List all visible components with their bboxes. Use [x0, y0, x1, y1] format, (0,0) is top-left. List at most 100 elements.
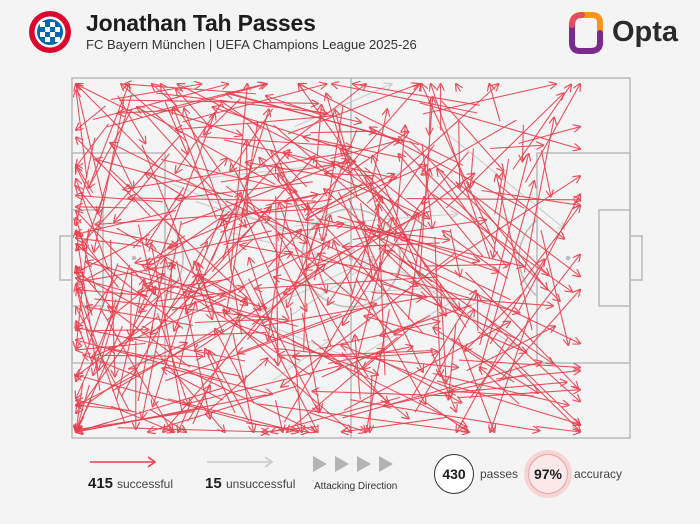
successful-pass-arrow [173, 107, 217, 220]
successful-pass-arrow [76, 84, 160, 169]
successful-pass-arrow [178, 400, 193, 432]
successful-pass-arrow [240, 245, 417, 279]
successful-pass-arrow [479, 154, 529, 346]
successful-pass-arrow [182, 84, 327, 123]
successful-pass-arrow [194, 319, 269, 322]
successful-pass-arrow [171, 263, 172, 300]
successful-pass-arrow [429, 349, 457, 411]
successful-pass-arrow [456, 84, 461, 92]
successful-pass-arrow [337, 215, 479, 261]
successful-pass-arrow [409, 140, 549, 275]
successful-pass-arrow [109, 348, 241, 377]
successful-pass-arrow [117, 427, 268, 432]
successful-pass-arrow [341, 352, 388, 404]
successful-pass-arrow [398, 257, 553, 363]
successful-pass-arrow [98, 94, 133, 214]
successful-pass-arrow [155, 92, 327, 113]
successful-pass-arrow [137, 107, 276, 185]
successful-pass-arrow [225, 185, 307, 243]
successful-pass-arrow [238, 313, 342, 353]
successful-pass-arrow [114, 153, 170, 222]
successful-pass-arrow [152, 84, 178, 107]
successful-pass-arrow [76, 84, 104, 202]
legend: 415 successful 15 unsuccessful Attacking… [0, 448, 700, 508]
header: Jonathan Tah Passes FC Bayern München | … [0, 0, 700, 64]
successful-pass-arrow [363, 320, 419, 369]
successful-pass-arrow [437, 169, 508, 269]
successful-pass-arrow [215, 329, 255, 404]
successful-pass-arrow [76, 375, 262, 427]
successful-pass-arrow [372, 156, 418, 265]
successful-pass-arrow [464, 185, 547, 290]
successful-pass-arrow [209, 351, 250, 422]
successful-pass-arrow [111, 143, 133, 188]
successful-pass-arrow [198, 275, 249, 301]
successful-arrow-icon [90, 456, 157, 468]
successful-pass-arrow [484, 316, 580, 402]
successful-pass-arrow [439, 382, 567, 395]
successful-pass-arrow [470, 148, 473, 188]
successful-pass-arrow [258, 403, 469, 432]
successful-pass-arrow [76, 266, 111, 285]
successful-pass-arrow [76, 408, 199, 432]
successful-pass-arrow [448, 323, 457, 399]
successful-pass-arrow [271, 151, 308, 188]
successful-pass-arrow [309, 412, 366, 432]
successful-pass-arrow [240, 84, 366, 181]
successful-pass-arrow [116, 227, 248, 305]
passes-label: passes [480, 467, 519, 481]
successful-pass-arrow [481, 189, 581, 206]
successful-pass-arrow [221, 101, 262, 130]
accuracy-label: accuracy [574, 467, 623, 481]
successful-pass-arrow [432, 372, 569, 405]
successful-pass-arrow [335, 110, 352, 168]
fc-bayern-logo [29, 11, 71, 53]
successful-pass-arrow [324, 189, 468, 318]
successful-pass-arrow [88, 84, 129, 189]
successful-pass-arrow [76, 328, 246, 362]
successful-pass-arrow [76, 244, 184, 330]
successful-pass-arrow [200, 136, 351, 147]
successful-pass-arrow [422, 84, 556, 115]
successful-pass-arrow [76, 209, 177, 235]
attacking-direction-label: Attacking Direction [314, 481, 398, 492]
successful-pass-arrow [181, 160, 350, 225]
successful-pass-arrow [222, 109, 269, 260]
successful-pass-arrow [477, 331, 527, 353]
successful-pass-arrow [251, 264, 325, 326]
successful-pass-arrow [496, 175, 533, 331]
successful-count: 415 [88, 475, 114, 492]
successful-pass-arrow [83, 355, 141, 378]
successful-pass-arrow [524, 84, 580, 183]
successful-pass-arrow [117, 95, 146, 144]
successful-pass-arrow [155, 350, 225, 432]
successful-pass-arrow [76, 328, 225, 406]
successful-pass-arrow [76, 135, 180, 250]
successful-pass-arrow [76, 399, 92, 430]
successful-pass-arrow [187, 386, 211, 422]
successful-pass-arrow [198, 263, 215, 315]
successful-pass-arrow [265, 194, 318, 206]
opta-mark-icon [569, 12, 603, 54]
successful-pass-arrow [436, 380, 580, 425]
successful-pass-arrow [255, 276, 438, 289]
successful-pass-arrow [318, 254, 518, 340]
successful-pass-arrow [341, 345, 454, 391]
successful-pass-arrow [342, 416, 448, 432]
successful-pass-arrow [394, 126, 406, 242]
successful-pass-arrow [489, 259, 544, 345]
successful-pass-arrow [76, 232, 119, 288]
opta-wordmark: Opta [612, 16, 679, 48]
successful-pass-arrow [76, 263, 119, 381]
successful-pass-arrow [76, 196, 163, 203]
successful-pass-arrow [76, 295, 161, 413]
successful-pass-arrow [248, 278, 319, 413]
successful-pass-arrow [232, 333, 244, 382]
unsuccessful-count: 15 [205, 475, 222, 492]
successful-pass-arrow [278, 234, 369, 378]
successful-pass-arrow [328, 144, 435, 305]
successful-pass-arrow [86, 307, 193, 326]
successful-pass-arrow [262, 298, 423, 327]
unsuccessful-label: unsuccessful [226, 477, 296, 491]
successful-pass-arrow [342, 362, 542, 419]
